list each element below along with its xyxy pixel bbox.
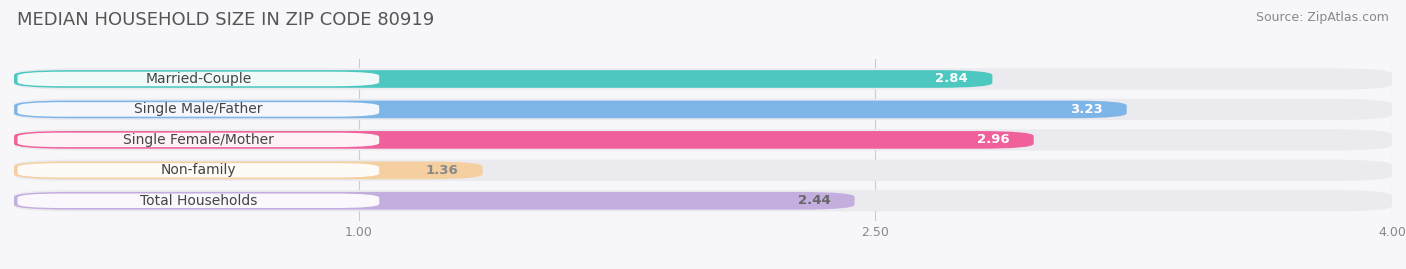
FancyBboxPatch shape <box>14 161 482 179</box>
FancyBboxPatch shape <box>17 133 380 147</box>
FancyBboxPatch shape <box>14 160 1392 181</box>
Text: 3.23: 3.23 <box>1070 103 1102 116</box>
FancyBboxPatch shape <box>17 193 380 208</box>
Text: 2.96: 2.96 <box>977 133 1010 146</box>
FancyBboxPatch shape <box>14 70 993 88</box>
Text: Married-Couple: Married-Couple <box>145 72 252 86</box>
Text: 1.36: 1.36 <box>426 164 458 177</box>
Text: Total Households: Total Households <box>139 194 257 208</box>
Text: 2.44: 2.44 <box>797 194 831 207</box>
FancyBboxPatch shape <box>17 163 380 178</box>
FancyBboxPatch shape <box>14 101 1126 118</box>
Text: Source: ZipAtlas.com: Source: ZipAtlas.com <box>1256 11 1389 24</box>
Text: 2.84: 2.84 <box>935 72 969 86</box>
FancyBboxPatch shape <box>14 68 1392 90</box>
FancyBboxPatch shape <box>17 72 380 86</box>
Text: Single Male/Father: Single Male/Father <box>134 102 263 116</box>
Text: MEDIAN HOUSEHOLD SIZE IN ZIP CODE 80919: MEDIAN HOUSEHOLD SIZE IN ZIP CODE 80919 <box>17 11 434 29</box>
FancyBboxPatch shape <box>14 99 1392 120</box>
FancyBboxPatch shape <box>14 131 1033 149</box>
Text: Non-family: Non-family <box>160 163 236 177</box>
FancyBboxPatch shape <box>14 129 1392 151</box>
FancyBboxPatch shape <box>14 192 855 210</box>
FancyBboxPatch shape <box>17 102 380 117</box>
Text: Single Female/Mother: Single Female/Mother <box>122 133 274 147</box>
FancyBboxPatch shape <box>14 190 1392 211</box>
